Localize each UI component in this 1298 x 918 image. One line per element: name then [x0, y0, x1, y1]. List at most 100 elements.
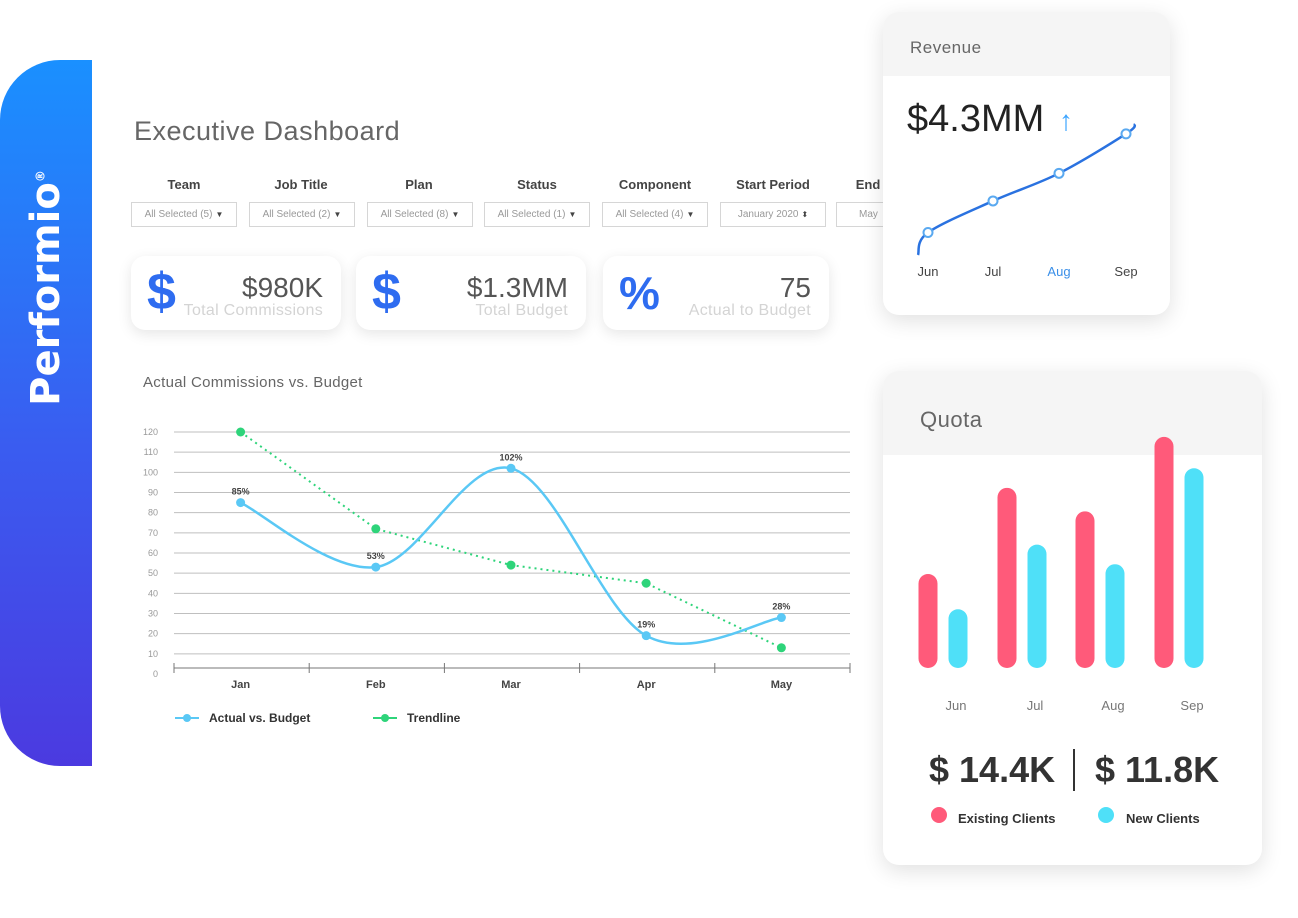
trendline-point — [236, 427, 246, 437]
data-label: 85% — [232, 487, 250, 497]
chart-title: Actual Commissions vs. Budget — [143, 374, 363, 391]
caret-down-icon: ▼ — [568, 210, 577, 219]
legend-dot-existing — [931, 807, 947, 823]
filter-label-team: Team — [167, 177, 201, 192]
status-select-value: All Selected (1) — [497, 209, 566, 220]
legend-existing-clients: Existing Clients — [958, 811, 1056, 826]
registered-mark: ® — [33, 170, 48, 183]
actual-point — [776, 613, 786, 623]
filter-label-component: Component — [618, 177, 692, 192]
actual-point — [371, 562, 381, 572]
divider — [1073, 749, 1075, 791]
kpi-value: 75 — [779, 272, 811, 303]
filter-label-end: End — [855, 177, 881, 192]
bar-existing — [1075, 511, 1095, 668]
kpi-card-total-commissions: $ $980K Total Commissions — [131, 256, 341, 330]
x-tick-label: Aug — [1101, 698, 1124, 713]
arrow-up-icon: ↑ — [1059, 105, 1073, 136]
x-tick-label: Mar — [501, 679, 521, 691]
status-select[interactable]: All Selected (1) ▼ — [484, 202, 590, 227]
brand-name: Performio — [23, 182, 69, 406]
x-tick-label: Feb — [366, 679, 386, 691]
x-tick-label: Jun — [946, 698, 967, 713]
brand-sidebar: Performio® — [0, 60, 92, 766]
quota-total-existing: $ 14.4K — [929, 749, 1056, 790]
revenue-value: $4.3MM — [907, 98, 1045, 140]
revenue-point — [922, 227, 934, 239]
y-tick-label: 110 — [144, 447, 158, 457]
start-period-select[interactable]: January 2020 ⬍ — [720, 202, 826, 227]
page-title: Executive Dashboard — [134, 116, 401, 146]
brand-logo: Performio® — [23, 170, 69, 406]
x-tick-label: Jul — [985, 264, 1002, 279]
revenue-series — [916, 123, 1137, 256]
actual-point — [236, 498, 246, 508]
y-tick-label: 20 — [148, 629, 158, 639]
y-tick-label: 100 — [143, 467, 158, 477]
trendline-point — [506, 560, 516, 570]
dollar-icon: $ — [372, 263, 401, 321]
legend-swatch-green — [373, 714, 397, 722]
job-title-select[interactable]: All Selected (2) ▼ — [249, 202, 355, 227]
quota-bar-chart: Jun Jul Aug Sep — [918, 436, 1204, 713]
spinner-icon: ⬍ — [801, 210, 809, 219]
trendline-point — [641, 578, 651, 588]
kpi-label: Total Budget — [475, 302, 568, 319]
bar-new — [1027, 544, 1047, 668]
plan-select-value: All Selected (8) — [380, 209, 449, 220]
data-label: 102% — [499, 452, 522, 462]
x-tick-label: Aug — [1047, 264, 1070, 279]
data-label: 53% — [367, 551, 385, 561]
y-tick-label: 90 — [148, 488, 158, 498]
filter-label-start-period: Start Period — [736, 177, 810, 192]
y-tick-label: 50 — [148, 568, 158, 578]
quota-card: Quota Jun Jul Aug Sep $ 14.4K $ 11.8K Exist… — [883, 371, 1262, 865]
legend-trendline: Trendline — [373, 711, 460, 725]
quota-card-title: Quota — [883, 371, 1262, 455]
y-tick-label: 30 — [148, 609, 158, 619]
revenue-point — [1120, 128, 1132, 140]
x-tick-label: Sep — [1114, 264, 1137, 279]
component-select-value: All Selected (4) — [615, 209, 684, 220]
filter-label-job-title: Job Title — [274, 177, 328, 192]
legend-actual-vs-budget: Actual vs. Budget — [175, 711, 310, 725]
bar-existing — [1154, 436, 1174, 668]
team-select-value: All Selected (5) — [144, 209, 213, 220]
x-tick-label: Jan — [231, 679, 250, 691]
legend-swatch-blue — [175, 714, 199, 722]
bar-new — [1184, 468, 1204, 668]
trendline-point — [776, 643, 786, 653]
component-select[interactable]: All Selected (4) ▼ — [602, 202, 708, 227]
plan-select[interactable]: All Selected (8) ▼ — [367, 202, 473, 227]
kpi-card-total-budget: $ $1.3MM Total Budget — [356, 256, 586, 330]
kpi-label: Actual to Budget — [688, 302, 811, 319]
y-tick-label: 0 — [153, 669, 158, 679]
start-period-select-value: January 2020 — [737, 209, 799, 220]
caret-down-icon: ▼ — [333, 210, 342, 219]
job-title-select-value: All Selected (2) — [262, 209, 331, 220]
team-select[interactable]: All Selected (5) ▼ — [131, 202, 237, 227]
kpi-value: $1.3MM — [466, 272, 568, 303]
revenue-point — [987, 195, 999, 207]
end-period-select-value: May — [859, 209, 878, 220]
caret-down-icon: ▼ — [215, 210, 224, 219]
filter-label-status: Status — [517, 177, 557, 192]
actual-point — [641, 631, 651, 641]
x-tick-label: Sep — [1180, 698, 1203, 713]
y-tick-label: 40 — [148, 588, 158, 598]
data-label: 28% — [772, 602, 790, 612]
bar-existing — [918, 574, 938, 668]
legend-dot-new — [1098, 807, 1114, 823]
y-tick-label: 60 — [148, 548, 158, 558]
x-tick-label: Jul — [1027, 698, 1044, 713]
actual-vs-budget-series — [240, 466, 782, 646]
bar-new — [1105, 564, 1125, 668]
revenue-card-title: Revenue — [883, 12, 1170, 76]
revenue-card: Revenue $4.3MM ↑ Jun Jul Aug Sep — [883, 12, 1170, 315]
filter-label-plan: Plan — [405, 177, 433, 192]
actual-point — [506, 463, 516, 473]
revenue-line-chart: Jun Jul Aug Sep — [916, 123, 1138, 279]
bar-new — [948, 609, 968, 668]
y-tick-label: 10 — [148, 649, 158, 659]
trendline-point — [371, 524, 381, 534]
